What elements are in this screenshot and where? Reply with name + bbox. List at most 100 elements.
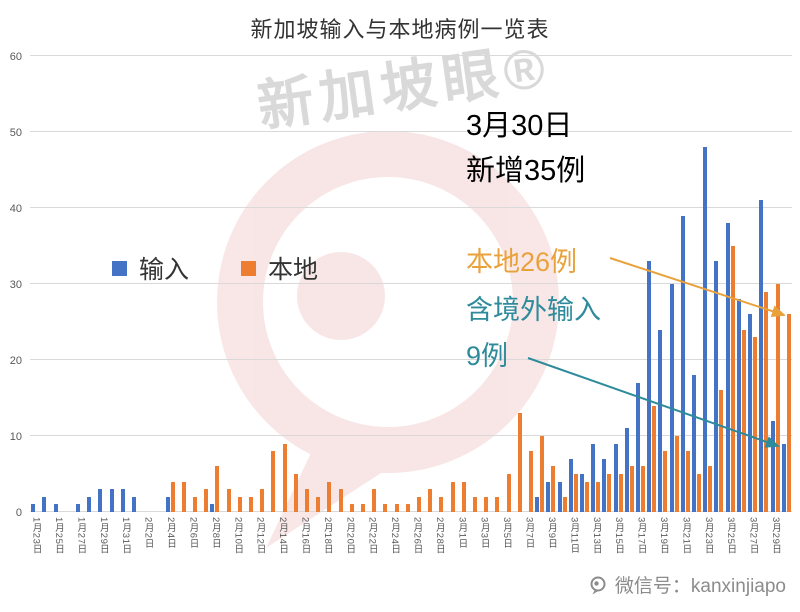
bar-local xyxy=(529,451,534,512)
bar-group xyxy=(489,56,500,512)
eye-logo-icon xyxy=(590,576,606,594)
bar-group: 3月21日 xyxy=(680,56,691,554)
x-axis-label: 2月28日 xyxy=(433,517,445,555)
x-axis-label: 2月20日 xyxy=(344,517,356,555)
bar-group: 1月31日 xyxy=(120,56,131,554)
bar-group xyxy=(176,56,187,512)
bar-imported xyxy=(613,443,618,512)
footer: 微信号：kanxinjiapo xyxy=(588,571,786,598)
bar-local xyxy=(551,466,556,512)
bar-imported xyxy=(75,504,80,512)
bar-group: 3月19日 xyxy=(657,56,669,554)
bar-group: 3月29日 xyxy=(769,56,781,554)
bar-local xyxy=(730,246,735,512)
annotation-date: 3月30日 xyxy=(466,110,573,142)
bar-group: 3月11日 xyxy=(568,56,579,554)
bar-local xyxy=(562,496,567,512)
bar-group: 3月7日 xyxy=(523,56,535,549)
bar-imported xyxy=(602,458,607,512)
bar-imported xyxy=(759,200,764,512)
bar-group: 1月25日 xyxy=(52,56,64,554)
bar-local xyxy=(349,504,354,512)
bar-imported xyxy=(557,481,562,512)
bar-group: 2月8日 xyxy=(209,56,221,549)
bar-group: 3月15日 xyxy=(613,56,624,554)
annotation-total: 新增35例 xyxy=(466,154,586,187)
bar-group xyxy=(310,56,321,512)
bar-group xyxy=(265,56,276,512)
bar-group xyxy=(400,56,411,512)
bar-imported xyxy=(669,284,674,512)
bar-imported xyxy=(714,261,719,512)
bar-group xyxy=(422,56,433,512)
bar-local xyxy=(181,481,186,512)
bar-imported xyxy=(647,261,652,512)
bar-local xyxy=(204,489,209,512)
bar-imported xyxy=(120,489,125,512)
bar-group: 2月20日 xyxy=(344,56,355,554)
bar-local xyxy=(484,496,489,512)
bar-local xyxy=(685,451,690,512)
x-axis-label: 2月8日 xyxy=(209,517,221,549)
gridline xyxy=(30,131,792,132)
bar-group xyxy=(198,56,209,512)
x-axis-label: 2月16日 xyxy=(299,517,311,555)
bar-group xyxy=(377,56,388,512)
bar-group: 2月16日 xyxy=(299,56,310,554)
legend-label-imported: 输入 xyxy=(139,256,190,284)
bar-group: 1月23日 xyxy=(30,56,42,554)
y-axis: 0 10 20 30 40 50 60 xyxy=(0,51,26,519)
legend: 输入 本地 xyxy=(112,250,318,286)
bar-local xyxy=(652,405,657,512)
bar-local xyxy=(618,474,623,512)
legend-item-imported: 输入 xyxy=(112,250,189,286)
bar-group: 3月25日 xyxy=(725,56,736,554)
bar-group: 2月2日 xyxy=(142,56,154,549)
bar-imported xyxy=(109,489,114,512)
wechat-id: 微信号：kanxinjiapo xyxy=(614,576,786,597)
bar-group: 3月5日 xyxy=(501,56,512,549)
x-axis-label: 1月27日 xyxy=(75,517,87,555)
x-axis-label: 3月15日 xyxy=(613,517,625,555)
bar-group: 2月22日 xyxy=(366,56,378,554)
bar-group: 1月29日 xyxy=(97,56,109,554)
y-axis-tick-label: 30 xyxy=(9,279,22,291)
bar-group: 2月4日 xyxy=(164,56,176,549)
gridline xyxy=(30,511,792,512)
x-axis-label: 3月11日 xyxy=(568,517,580,554)
x-axis-label: 3月3日 xyxy=(478,517,490,549)
bar-local xyxy=(663,451,668,512)
bar-imported xyxy=(624,428,629,512)
bar-group: 2月18日 xyxy=(321,56,333,554)
bar-group xyxy=(713,56,724,512)
bar-group xyxy=(669,56,680,512)
x-axis-label: 3月1日 xyxy=(456,517,468,549)
bar-imported xyxy=(535,496,540,512)
bar-local xyxy=(316,496,321,512)
bar-group: 3月1日 xyxy=(456,56,467,549)
gridline xyxy=(30,207,792,208)
bar-group xyxy=(512,56,523,512)
bar-group xyxy=(646,56,657,512)
x-axis-label: 3月17日 xyxy=(635,517,647,555)
bar-imported xyxy=(680,215,685,512)
x-axis-label: 2月2日 xyxy=(142,517,154,549)
bar-local xyxy=(260,489,265,512)
bar-group: 2月26日 xyxy=(411,56,423,554)
x-axis-label: 3月5日 xyxy=(501,517,513,549)
y-axis-tick-label: 40 xyxy=(9,203,22,215)
bar-imported xyxy=(725,223,730,512)
bar-local xyxy=(327,481,332,512)
legend-swatch-local xyxy=(241,260,257,276)
bar-imported xyxy=(692,375,697,512)
annotation-imported-note-line1: 含境外输入 xyxy=(466,295,601,325)
bar-local xyxy=(764,291,769,512)
bar-group: 3月17日 xyxy=(635,56,647,554)
y-axis-tick-label: 50 xyxy=(9,127,22,139)
bar-group: 2月24日 xyxy=(389,56,400,554)
bar-local xyxy=(674,436,679,512)
bar-group xyxy=(86,56,97,512)
bar-local xyxy=(293,474,298,512)
bar-local xyxy=(405,504,410,512)
